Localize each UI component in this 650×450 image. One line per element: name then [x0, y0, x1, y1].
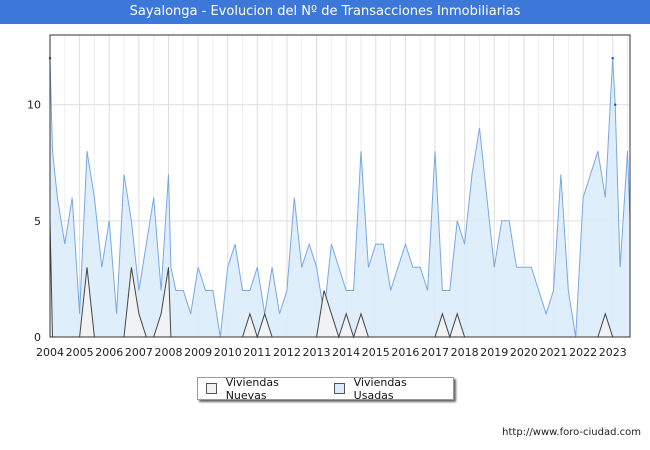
x-tick-label: 2022	[569, 346, 597, 359]
legend-swatch-usadas	[333, 383, 345, 394]
x-tick-label: 2007	[125, 346, 153, 359]
x-tick-label: 2011	[243, 346, 271, 359]
legend-label-nuevas: Viviendas Nuevas	[225, 375, 279, 402]
series-area-usadas	[50, 58, 630, 337]
x-tick-label: 2018	[451, 346, 479, 359]
y-tick-label: 5	[34, 215, 41, 228]
x-tick-label: 2004	[36, 346, 64, 359]
x-tick-label: 2019	[480, 346, 508, 359]
x-tick-label: 2012	[273, 346, 301, 359]
legend-label-usadas: Viviendas Usadas	[353, 375, 407, 402]
chart-title: Sayalonga - Evolucion del Nº de Transacc…	[0, 0, 650, 24]
data-point-peak	[611, 57, 614, 60]
x-tick-label: 2017	[421, 346, 449, 359]
y-tick-label: 0	[34, 331, 41, 344]
x-tick-label: 2021	[539, 346, 567, 359]
x-tick-label: 2023	[599, 346, 627, 359]
y-tick-label: 10	[27, 99, 41, 112]
x-tick-label: 2014	[332, 346, 360, 359]
x-tick-label: 2005	[66, 346, 94, 359]
legend-item-nuevas[interactable]: Viviendas Nuevas	[206, 376, 320, 402]
series-line-usadas	[49, 58, 631, 338]
x-tick-label: 2009	[184, 346, 212, 359]
x-tick-label: 2008	[154, 346, 182, 359]
x-tick-label: 2015	[362, 346, 390, 359]
chart-legend: Viviendas Nuevas Viviendas Usadas	[197, 375, 454, 402]
legend-item-usadas[interactable]: Viviendas Usadas	[333, 375, 447, 402]
x-tick-label: 2006	[95, 346, 123, 359]
data-point-peak	[613, 103, 617, 106]
x-tick-label: 2016	[391, 346, 419, 359]
legend-swatch-nuevas	[206, 383, 217, 394]
x-tick-label: 2020	[510, 346, 538, 359]
x-tick-label: 2013	[303, 346, 331, 359]
source-url[interactable]: http://www.foro-ciudad.com	[502, 427, 641, 438]
x-tick-label: 2010	[214, 346, 242, 359]
plot-frame	[49, 34, 631, 338]
chart-area: 2004 2005 2006 2007 2008 2009 2010 2011 2012 2013…	[27, 34, 631, 359]
